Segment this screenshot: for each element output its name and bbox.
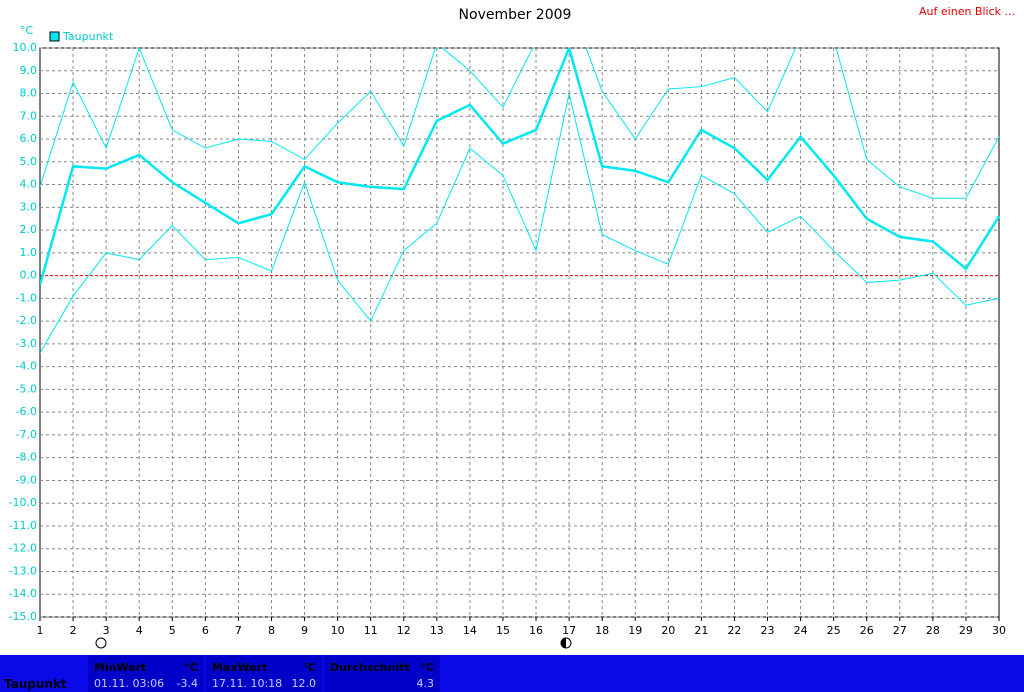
x-tick-label: 19 [628, 624, 642, 637]
x-tick-label: 23 [761, 624, 775, 637]
summary-label: Taupunkt [4, 677, 67, 691]
y-tick-label: 9.0 [20, 64, 38, 77]
x-tick-label: 29 [959, 624, 973, 637]
y-tick-label: 8.0 [20, 87, 38, 100]
x-tick-label: 20 [661, 624, 675, 637]
cell-title: Durchschnitt [330, 661, 410, 674]
summary-cell: MaxWert °C 17.11. 10:18 12.0 [206, 655, 322, 692]
x-tick-label: 27 [893, 624, 907, 637]
x-tick-label: 14 [463, 624, 477, 637]
x-tick-label: 2 [70, 624, 77, 637]
y-tick-label: -14.0 [9, 587, 37, 600]
x-tick-label: 12 [397, 624, 411, 637]
legend-label: Taupunkt [62, 30, 114, 43]
cell-unit: °C [302, 661, 316, 674]
x-tick-label: 30 [992, 624, 1006, 637]
y-tick-label: -8.0 [16, 451, 37, 464]
x-tick-label: 22 [727, 624, 741, 637]
plot-frame [39, 47, 1000, 618]
series-line [40, 48, 1000, 199]
cell-unit: °C [420, 661, 434, 674]
moon-icon [95, 637, 107, 649]
cell-time: 17.11. 10:18 [212, 677, 283, 690]
series-line [40, 48, 1000, 286]
y-tick-label: 3.0 [20, 200, 38, 213]
y-tick-label: -12.0 [9, 542, 37, 555]
moon-icon [561, 638, 566, 648]
y-tick-label: -1.0 [16, 291, 37, 304]
x-tick-label: 25 [827, 624, 841, 637]
y-tick-label: -2.0 [16, 314, 37, 327]
x-tick-label: 16 [529, 624, 543, 637]
y-tick-label: 2.0 [20, 223, 38, 236]
cell-unit: °C [184, 661, 198, 674]
y-tick-label: -3.0 [16, 337, 37, 350]
chart: November 2009 Auf einen Blick ... °C -15… [9, 5, 1015, 649]
x-tick-label: 3 [103, 624, 110, 637]
y-tick-label: -5.0 [16, 382, 37, 395]
x-tick-label: 13 [430, 624, 444, 637]
y-tick-label: -7.0 [16, 428, 37, 441]
y-tick-label: -9.0 [16, 473, 37, 486]
x-tick-label: 1 [37, 624, 44, 637]
y-tick-label: 0.0 [20, 269, 38, 282]
x-tick-label: 9 [301, 624, 308, 637]
x-tick-label: 7 [235, 624, 242, 637]
x-tick-label: 18 [595, 624, 609, 637]
x-tick-label: 11 [364, 624, 378, 637]
chart-title: November 2009 [459, 7, 572, 23]
y-tick-label: 1.0 [20, 246, 38, 259]
y-tick-label: -4.0 [16, 360, 37, 373]
summary-cell: MinWert °C 01.11. 03:06 -3.4 [88, 655, 204, 692]
y-tick-label: -6.0 [16, 405, 37, 418]
x-tick-label: 15 [496, 624, 510, 637]
y-tick-label: 4.0 [20, 178, 38, 191]
y-tick-label: -11.0 [9, 519, 37, 532]
x-tick-label: 17 [562, 624, 576, 637]
x-tick-label: 21 [694, 624, 708, 637]
x-tick-label: 6 [202, 624, 209, 637]
cell-value: -3.4 [176, 677, 198, 690]
link[interactable]: Auf einen Blick ... [919, 5, 1015, 18]
series-line [40, 93, 1000, 354]
y-tick-label: -15.0 [9, 610, 37, 623]
y-unit: °C [20, 24, 34, 37]
x-tick-label: 10 [331, 624, 345, 637]
summary-bar: Taupunkt MinWert °C 01.11. 03:06 -3.4 MaxWer… [0, 655, 1024, 692]
cell-time: 01.11. 03:06 [94, 677, 165, 690]
y-tick-label: 6.0 [20, 132, 38, 145]
cell-title: MinWert [94, 661, 147, 674]
cell-title: MaxWert [212, 661, 268, 674]
x-tick-label: 24 [794, 624, 808, 637]
x-tick-label: 28 [926, 624, 940, 637]
x-tick-label: 26 [860, 624, 874, 637]
cell-value: 4.3 [416, 677, 435, 690]
x-tick-label: 8 [268, 624, 275, 637]
y-tick-label: -10.0 [9, 496, 37, 509]
x-tick-label: 4 [136, 624, 143, 637]
y-tick-label: 10.0 [13, 41, 38, 54]
y-tick-label: 5.0 [20, 155, 38, 168]
y-tick-label: 7.0 [20, 109, 38, 122]
cell-value: 12.0 [291, 677, 317, 690]
x-tick-label: 5 [169, 624, 176, 637]
summary-cell: Durchschnitt °C 4.3 [324, 655, 440, 692]
y-tick-label: -13.0 [9, 564, 37, 577]
legend-swatch [49, 31, 60, 42]
